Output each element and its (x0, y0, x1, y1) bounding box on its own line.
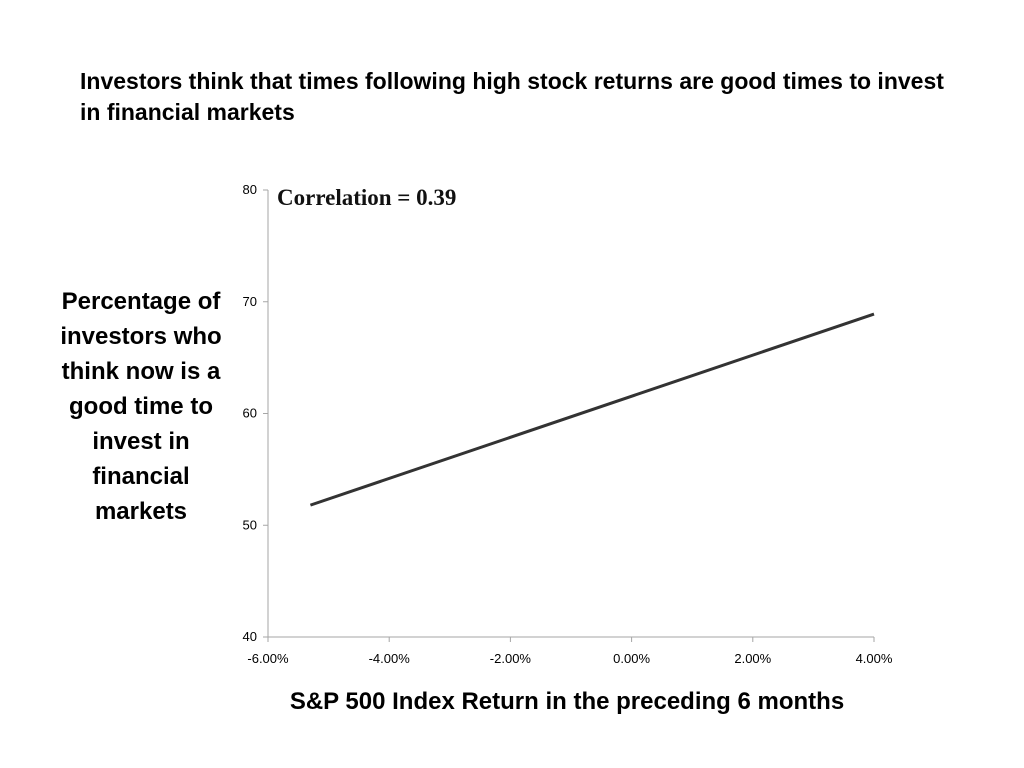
y-tick-label: 50 (243, 517, 257, 532)
x-tick-label: -4.00% (369, 651, 411, 666)
x-tick-label: 0.00% (613, 651, 650, 666)
y-tick-label: 70 (243, 294, 257, 309)
x-tick-label: 4.00% (856, 651, 893, 666)
y-tick-label: 60 (243, 406, 257, 421)
x-tick-label: -2.00% (490, 651, 532, 666)
slide-title: Investors think that times following hig… (80, 68, 944, 125)
y-axis-label: Percentage of investors who think now is… (60, 288, 222, 525)
y-tick-label: 40 (243, 629, 257, 644)
x-tick-label: -6.00% (247, 651, 289, 666)
x-tick-label: 2.00% (734, 651, 771, 666)
x-axis-label: S&P 500 Index Return in the preceding 6 … (289, 688, 845, 715)
trend-line (309, 312, 875, 507)
y-tick-label: 80 (243, 182, 257, 197)
correlation-annotation: Correlation = 0.39 (277, 185, 457, 210)
